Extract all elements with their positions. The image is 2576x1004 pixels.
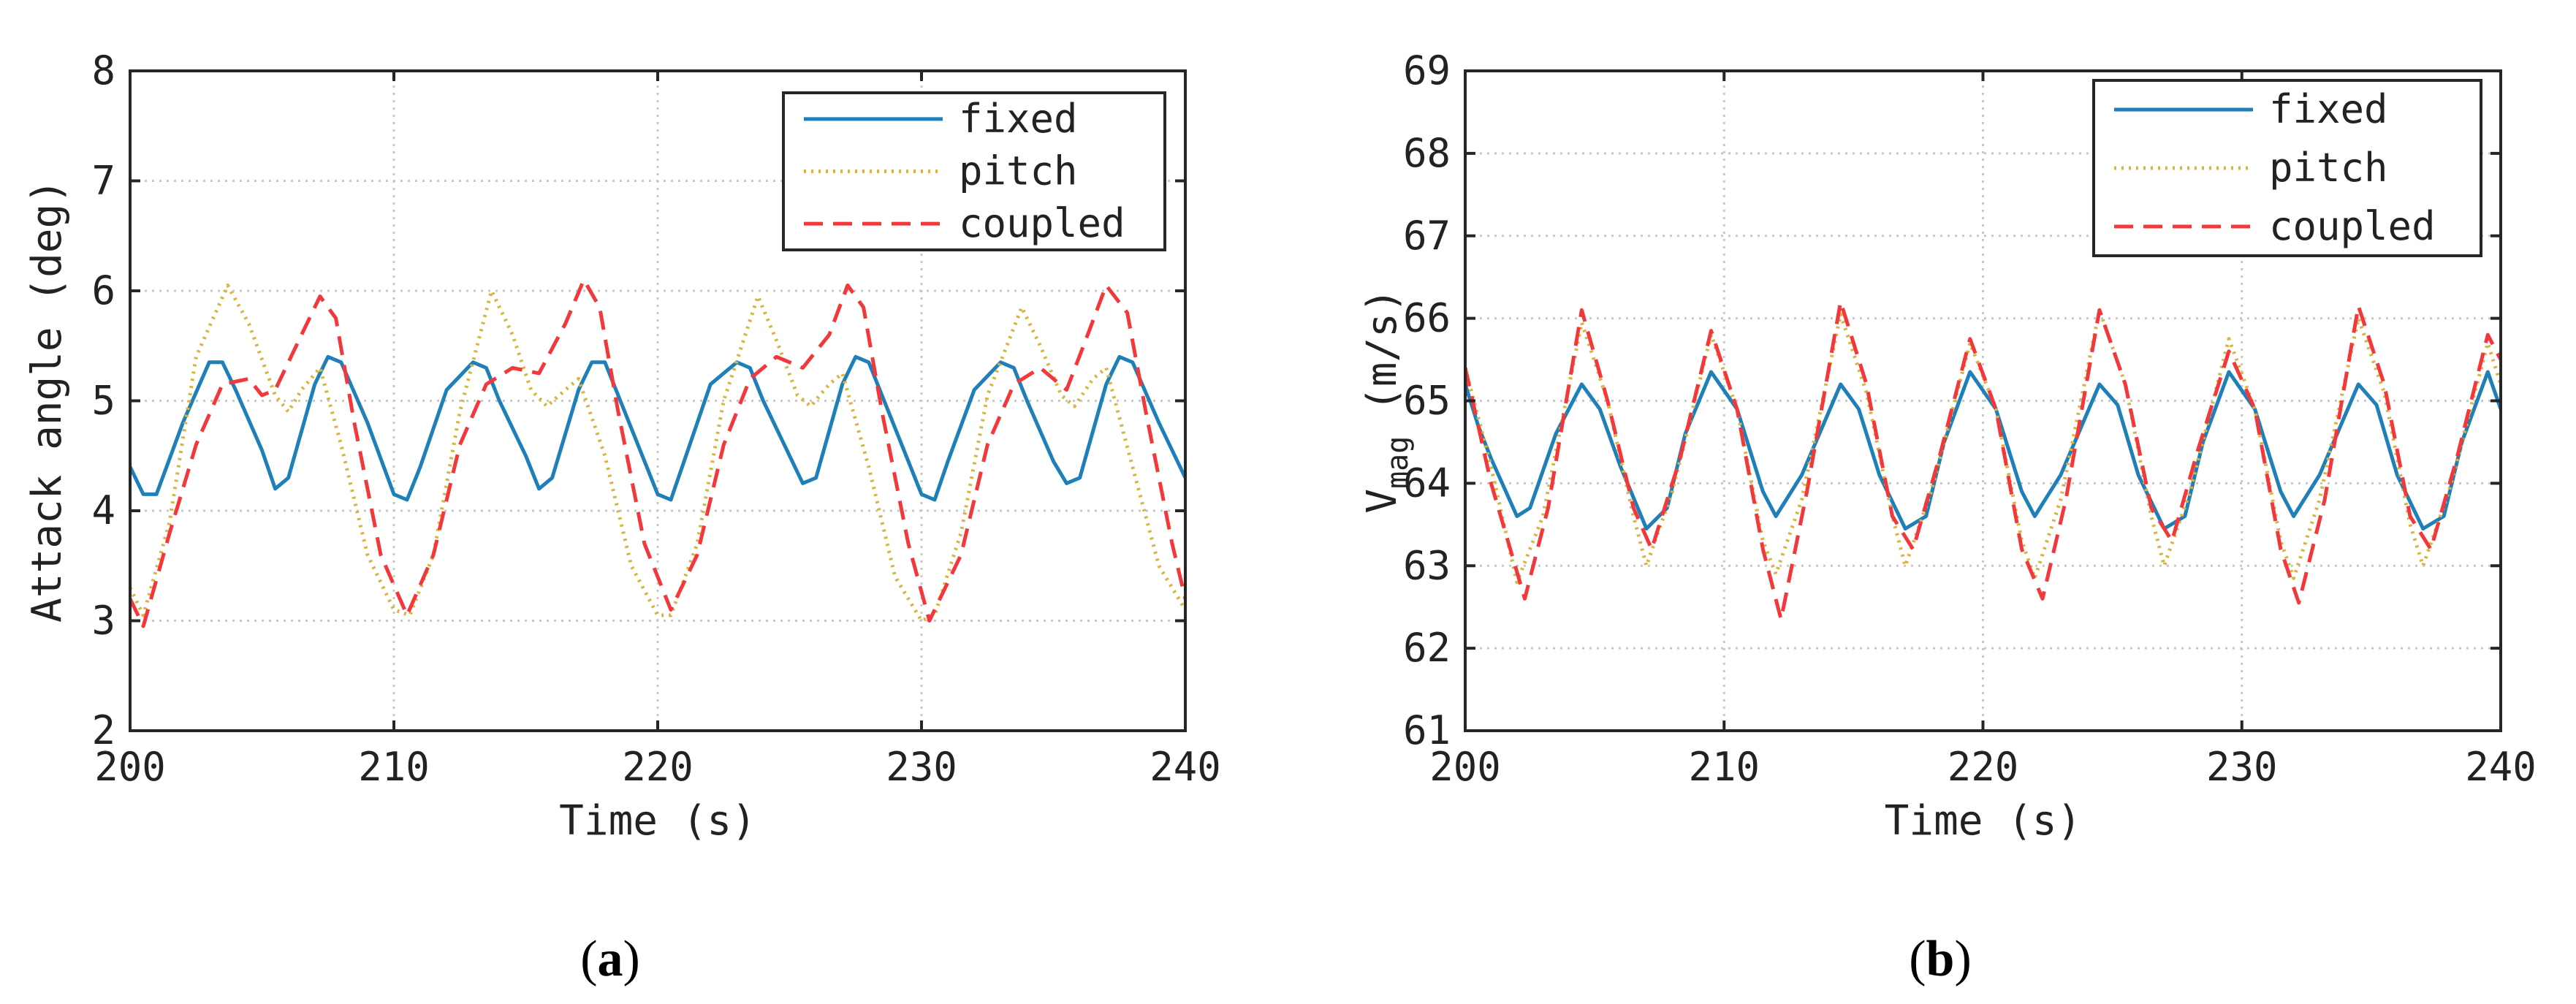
panel-label-letter: a	[598, 931, 623, 987]
y-tick-label: 3	[91, 598, 115, 644]
panel-label-open: (	[580, 931, 597, 987]
y-tick-label: 61	[1403, 707, 1451, 753]
x-tick-label: 230	[2206, 744, 2278, 790]
y-axis-label: Attack angle (deg)	[23, 179, 71, 623]
series-line-fixed	[130, 354, 1185, 502]
series-line-coupled	[130, 278, 1185, 628]
x-tick-label: 240	[2465, 744, 2537, 790]
panel-label-close: )	[1954, 931, 1971, 987]
y-tick-label: 62	[1403, 625, 1451, 671]
series-line-pitch	[1465, 308, 2501, 585]
y-tick-label: 67	[1403, 213, 1451, 259]
x-tick-label: 240	[1150, 744, 1221, 790]
y-axis-label-subscript: mag	[1381, 436, 1415, 489]
x-tick-label: 210	[358, 744, 430, 790]
panel-label-letter: b	[1926, 931, 1955, 987]
y-tick-label: 63	[1403, 542, 1451, 588]
panel-label: (b)	[1909, 931, 1972, 987]
y-tick-label: 6	[91, 267, 115, 313]
y-tick-label: 7	[91, 158, 115, 204]
x-tick-label: 230	[886, 744, 957, 790]
x-tick-label: 200	[1429, 744, 1501, 790]
legend-label-coupled: coupled	[2269, 203, 2436, 249]
y-tick-label: 66	[1403, 295, 1451, 341]
y-tick-label: 68	[1403, 130, 1451, 176]
panel-label: (a)	[580, 931, 640, 987]
x-tick-label: 220	[1948, 744, 2019, 790]
legend-label-fixed: fixed	[959, 96, 1078, 142]
y-tick-label: 2	[91, 707, 115, 753]
y-axis-label: Vmag (m/s)	[1359, 288, 1415, 513]
y-axis-label-main: V	[1359, 489, 1406, 514]
legend-label-pitch: pitch	[959, 148, 1078, 194]
legend-label-fixed: fixed	[2269, 86, 2388, 132]
x-tick-label: 210	[1688, 744, 1760, 790]
y-tick-label: 4	[91, 487, 115, 533]
legend-label-pitch: pitch	[2269, 145, 2388, 191]
y-tick-label: 5	[91, 378, 115, 424]
x-tick-label: 220	[622, 744, 694, 790]
x-tick-label: 200	[94, 744, 166, 790]
x-axis-label: Time (s)	[559, 797, 756, 845]
y-axis-label-unit: (m/s)	[1359, 288, 1406, 436]
series-line-coupled	[1465, 300, 2501, 622]
panel-label-close: )	[623, 931, 640, 987]
y-tick-label: 64	[1403, 460, 1451, 506]
y-tick-label: 8	[91, 47, 115, 94]
chart-attack-angle: 200 210 220 230 240 2 3 4 5 6 7 8 Time (s) Attack ang…	[23, 47, 1221, 987]
x-axis-label: Time (s)	[1885, 797, 2082, 845]
panel-label-open: (	[1909, 931, 1926, 987]
chart-velocity-magnitude: 200 210 220 230 240 61 62 63 64 65 66 67 68 69 Time (s…	[1359, 47, 2537, 987]
legend-label-coupled: coupled	[959, 200, 1125, 246]
y-tick-label: 65	[1403, 378, 1451, 424]
y-tick-label: 69	[1403, 47, 1451, 94]
